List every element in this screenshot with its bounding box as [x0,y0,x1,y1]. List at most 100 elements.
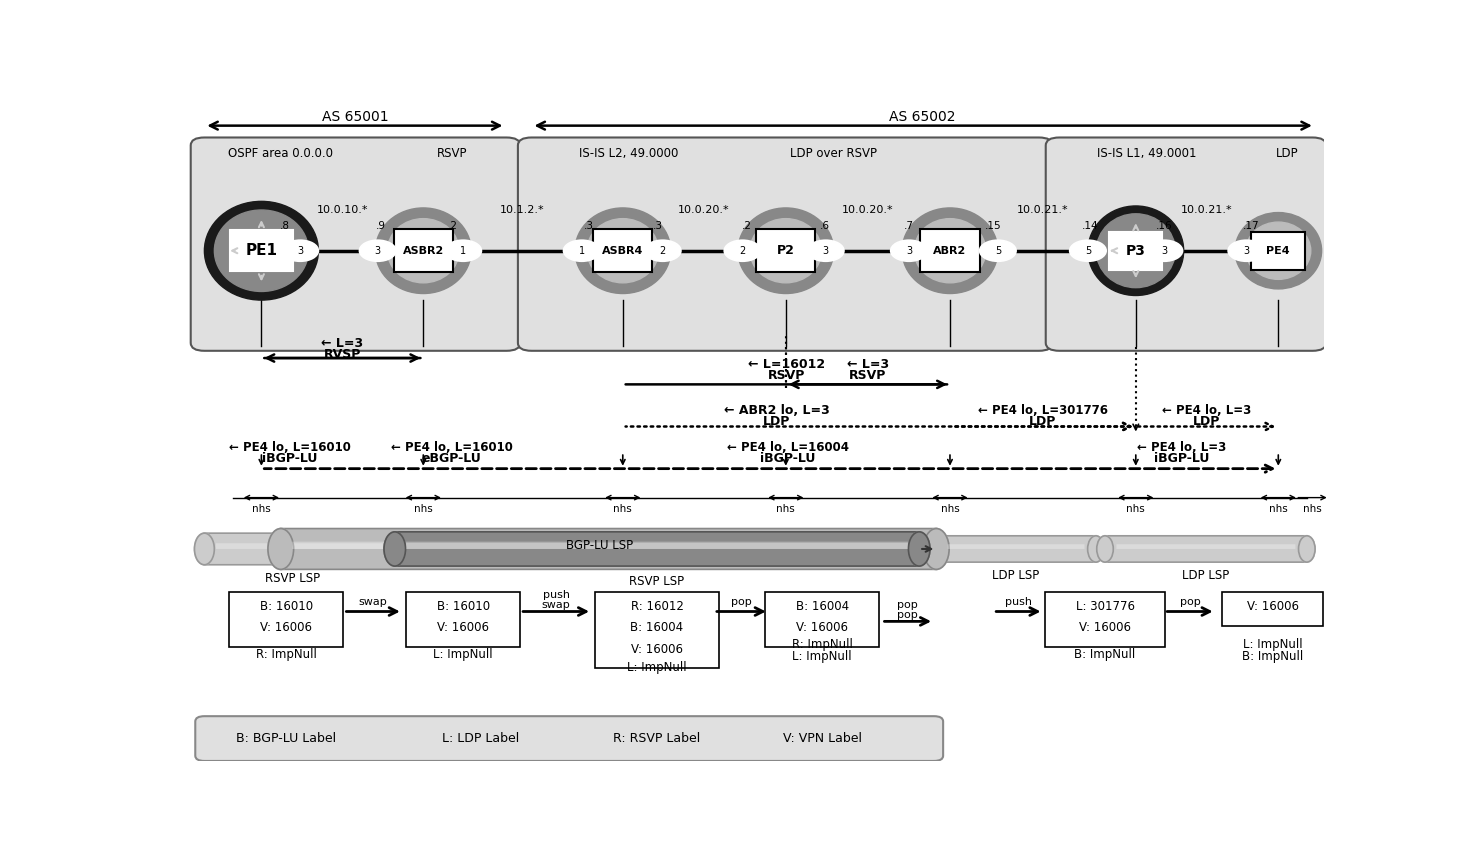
FancyBboxPatch shape [229,230,293,272]
Text: AS 65001: AS 65001 [322,110,388,124]
Text: ASBR2: ASBR2 [403,245,444,256]
Text: nhs: nhs [1269,504,1287,515]
Text: 2: 2 [740,245,746,256]
Text: B: 16010: B: 16010 [437,600,490,613]
Text: .14: .14 [1081,221,1099,231]
Ellipse shape [1096,214,1175,287]
Text: ← L=3: ← L=3 [321,337,363,350]
Ellipse shape [215,210,309,292]
Text: nhs: nhs [1303,504,1322,515]
Text: ← L=3: ← L=3 [847,358,888,371]
Ellipse shape [1236,213,1321,289]
Text: V: 16006: V: 16006 [437,622,490,634]
Circle shape [891,240,927,262]
Circle shape [1228,240,1265,262]
Text: .3: .3 [653,221,663,231]
FancyBboxPatch shape [518,138,1053,351]
Text: P3: P3 [1125,244,1146,257]
Text: LDP over RSVP: LDP over RSVP [790,147,877,160]
Text: ABR2: ABR2 [933,245,966,256]
Text: IS-IS L1, 49.0001: IS-IS L1, 49.0001 [1097,147,1197,160]
Text: V: 16006: V: 16006 [631,642,683,656]
Circle shape [1069,240,1106,262]
Text: V: 16006: V: 16006 [1080,622,1131,634]
FancyBboxPatch shape [406,543,908,549]
Text: .17: .17 [1243,221,1259,231]
Text: pop: pop [897,610,918,620]
Text: ← PE4 lo, L=16004: ← PE4 lo, L=16004 [727,441,849,454]
Ellipse shape [909,532,930,566]
Text: V: VPN Label: V: VPN Label [783,732,862,745]
Text: ← PE4 lo, L=301776: ← PE4 lo, L=301776 [978,404,1108,416]
FancyBboxPatch shape [593,229,653,272]
Text: swap: swap [541,600,571,610]
Text: B: BGP-LU Label: B: BGP-LU Label [237,732,337,745]
Circle shape [359,240,396,262]
Text: .8: .8 [281,221,290,231]
Text: RSVP: RSVP [768,369,805,382]
Text: pop: pop [731,598,752,607]
Text: L: LDP Label: L: LDP Label [441,732,519,745]
FancyBboxPatch shape [1222,592,1322,626]
Text: 3: 3 [1161,245,1168,256]
Ellipse shape [385,534,405,565]
Text: R: 16012: R: 16012 [631,600,684,613]
Text: RSVP LSP: RSVP LSP [265,572,319,585]
Text: AS 65002: AS 65002 [890,110,956,124]
FancyBboxPatch shape [281,528,936,569]
Text: 10.0.20.*: 10.0.20.* [841,205,894,215]
Text: V: 16006: V: 16006 [796,622,849,634]
Text: B: 16004: B: 16004 [631,622,684,634]
Text: PE1: PE1 [246,243,278,258]
Text: .15: .15 [986,221,1002,231]
Text: 3: 3 [1243,245,1249,256]
Text: 5: 5 [994,245,1000,256]
FancyBboxPatch shape [1105,536,1306,562]
Text: R: RSVP Label: R: RSVP Label [613,732,700,745]
FancyBboxPatch shape [947,545,1084,549]
Text: iBGP-LU: iBGP-LU [761,451,816,464]
Circle shape [808,240,844,262]
Text: L: ImpNull: L: ImpNull [793,650,852,663]
Ellipse shape [928,536,944,562]
Text: 1: 1 [460,245,466,256]
Text: ← L=16012: ← L=16012 [747,358,825,371]
Text: LDP LSP: LDP LSP [1181,569,1228,581]
Text: L: ImpNull: L: ImpNull [627,661,687,674]
Text: 3: 3 [375,245,381,256]
FancyBboxPatch shape [1046,592,1165,647]
FancyBboxPatch shape [596,592,718,668]
Text: pop: pop [1180,598,1200,607]
FancyBboxPatch shape [293,541,925,549]
Text: eBGP-LU: eBGP-LU [422,451,481,464]
Circle shape [980,240,1016,262]
Text: .16: .16 [1156,221,1172,231]
Text: swap: swap [359,598,387,607]
Text: LDP: LDP [1030,415,1056,428]
Circle shape [644,240,681,262]
FancyBboxPatch shape [216,543,384,549]
Ellipse shape [913,219,986,283]
Text: B: 16010: B: 16010 [260,600,313,613]
Text: ← PE4 lo, L=3: ← PE4 lo, L=3 [1137,441,1225,454]
Text: 3: 3 [297,245,303,256]
Ellipse shape [750,219,822,283]
Text: nhs: nhs [252,504,271,515]
FancyBboxPatch shape [765,592,880,647]
Ellipse shape [1087,536,1105,562]
Text: LDP: LDP [763,415,790,428]
Text: L: 301776: L: 301776 [1075,600,1134,613]
Text: .9: .9 [377,221,385,231]
Text: B: 16004: B: 16004 [796,600,849,613]
Text: R: ImpNull: R: ImpNull [256,648,316,661]
Text: .2: .2 [741,221,752,231]
Text: L: ImpNull: L: ImpNull [1243,638,1302,651]
Ellipse shape [1299,536,1315,562]
Ellipse shape [902,208,997,293]
Text: .7: .7 [905,221,913,231]
FancyBboxPatch shape [921,229,980,272]
Text: ← PE4 lo, L=3: ← PE4 lo, L=3 [1162,404,1252,416]
Text: ASBR4: ASBR4 [602,245,643,256]
Ellipse shape [387,219,459,283]
Text: 10.0.21.*: 10.0.21.* [1016,205,1068,215]
